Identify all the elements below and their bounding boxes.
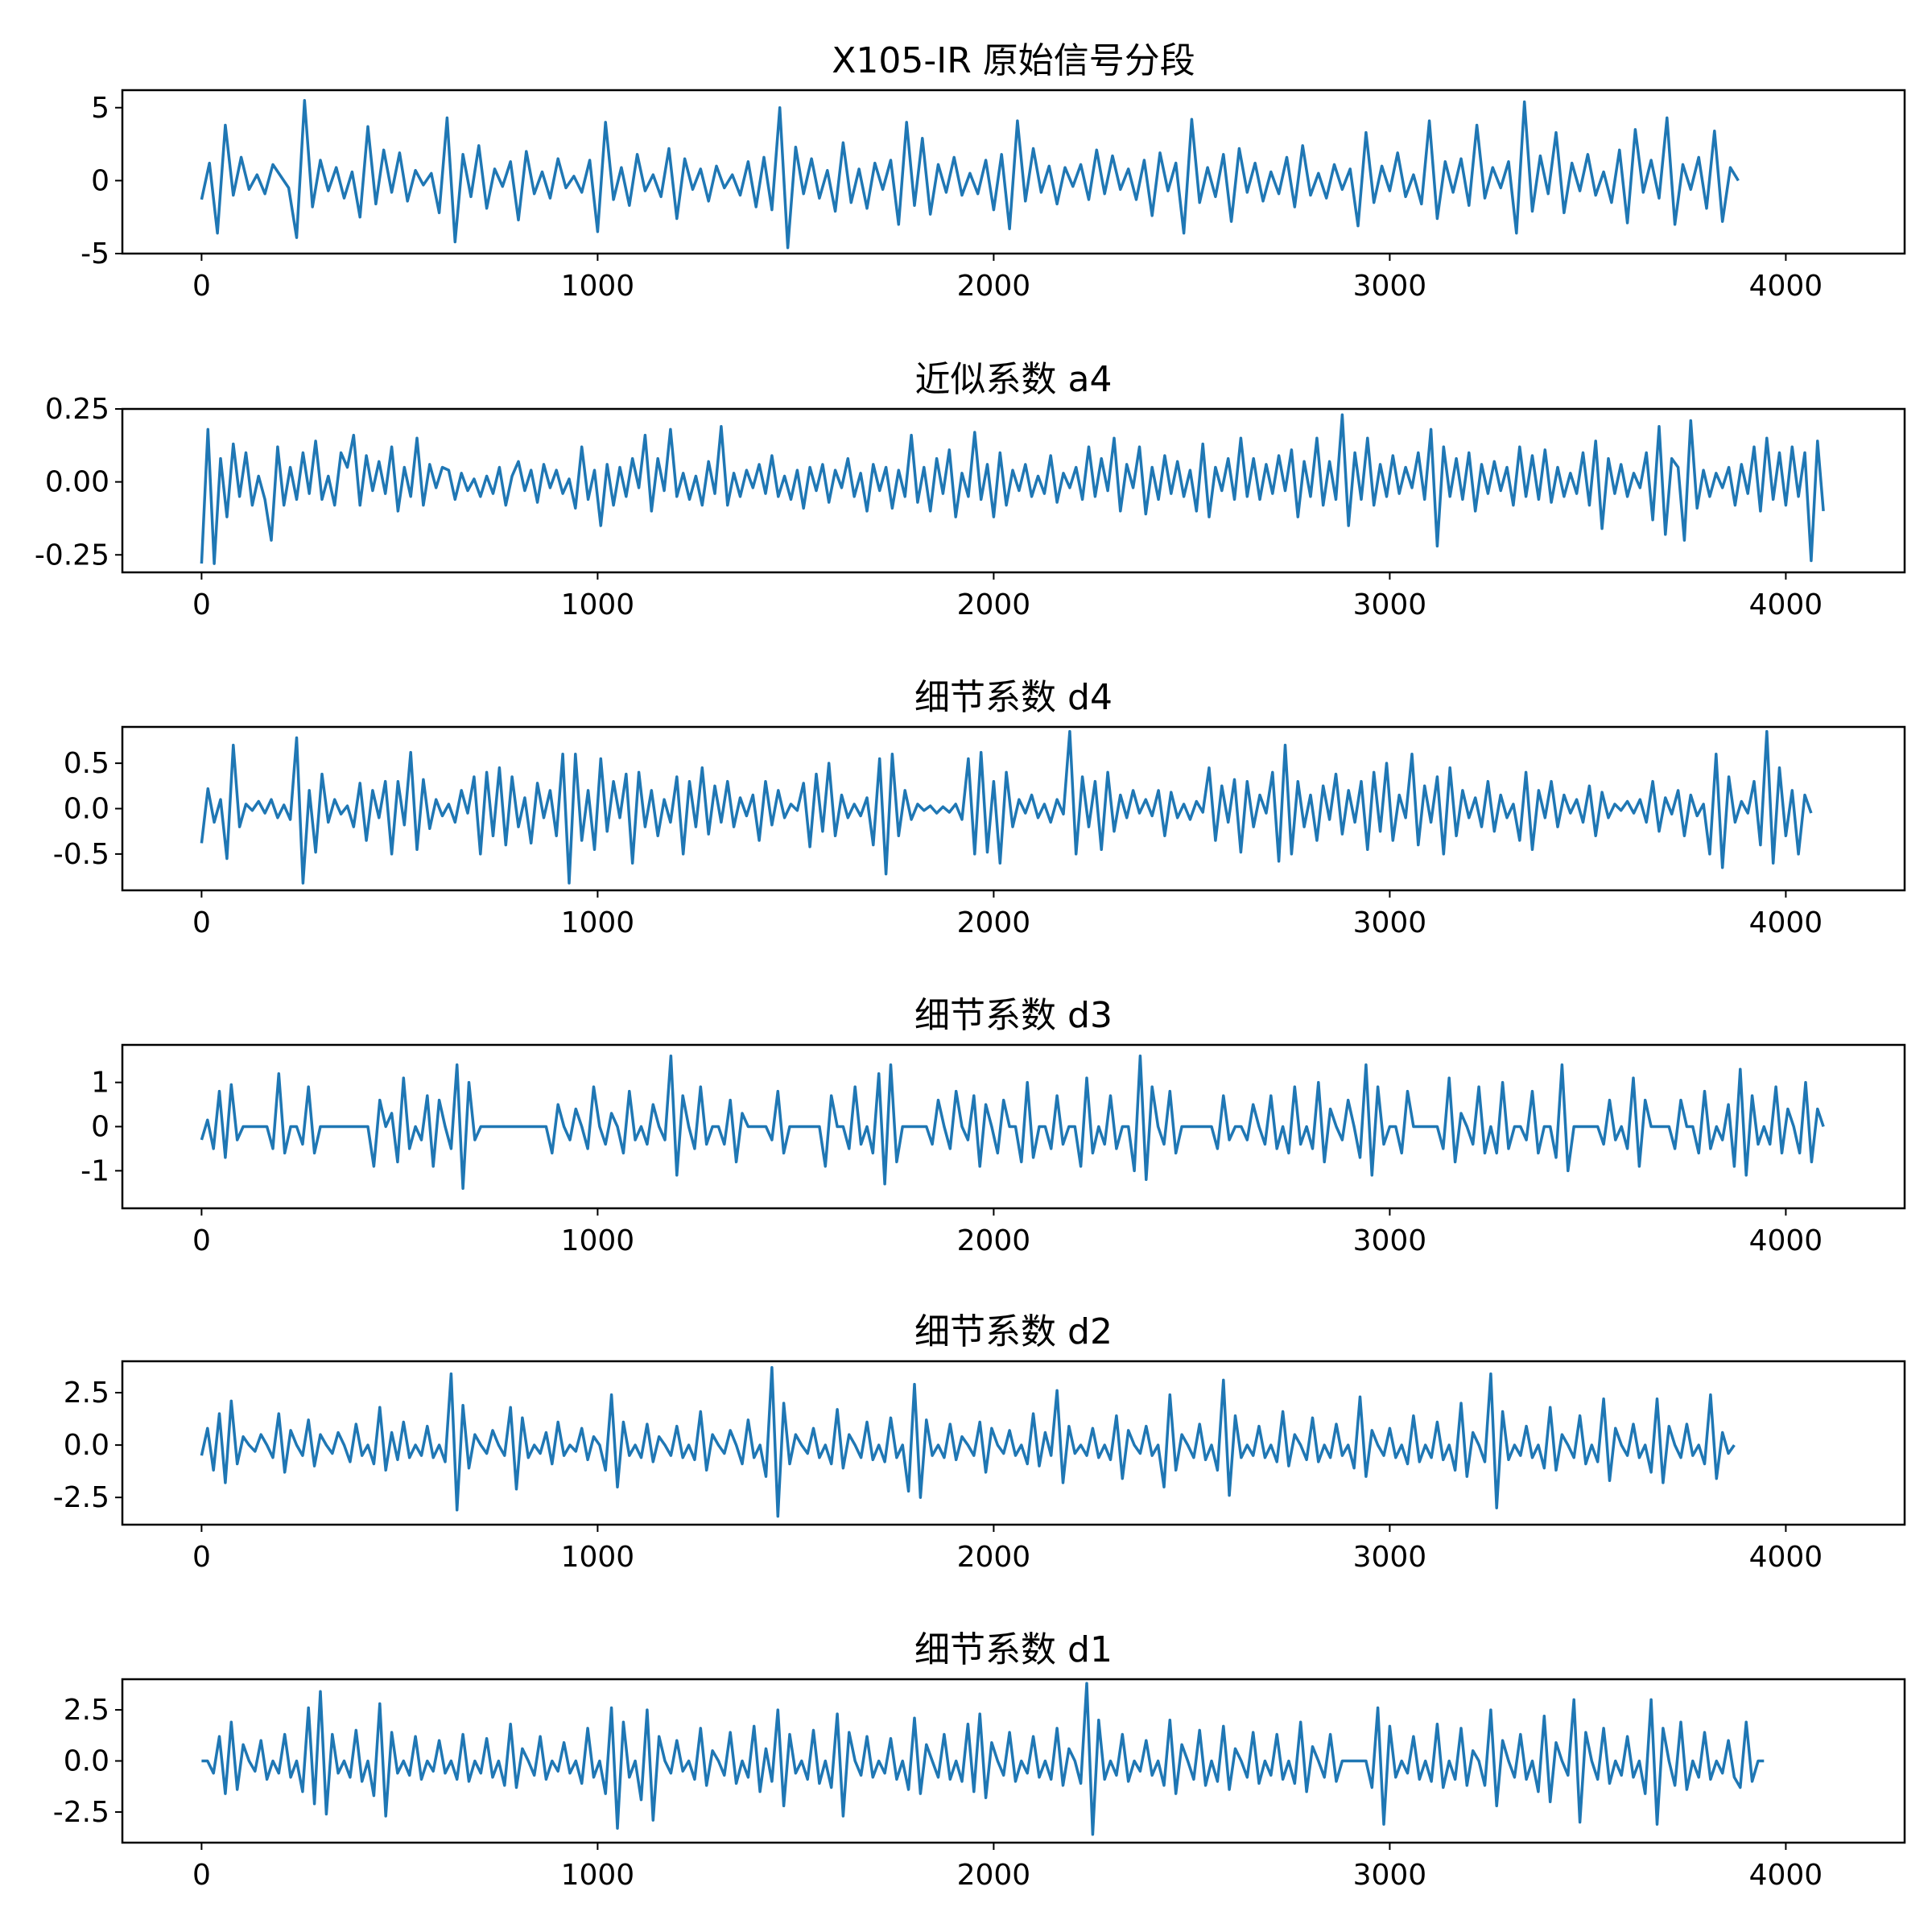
subplot-1: X105-IR 原始信号分段 0 1000 2000 3000 4000 5 0 -5 — [80, 40, 1906, 303]
x-tick-label: 2000 — [957, 1859, 1031, 1892]
x-tick-label: 0 — [192, 1541, 211, 1574]
subplot-4: 细节系数 d3 0 1000 2000 3000 4000 1 0 -1 — [80, 995, 1906, 1257]
subplot-title: 细节系数 d4 — [914, 677, 1113, 718]
plot-frame — [121, 1360, 1906, 1526]
y-tick-label: 1 — [91, 1067, 109, 1100]
x-tick-label: 3000 — [1353, 1541, 1427, 1574]
subplot-5: 细节系数 d2 0 1000 2000 3000 4000 2.5 0.0 -2.5 — [53, 1311, 1906, 1574]
x-tick-label: 0 — [192, 906, 211, 939]
y-tick-label: -2.5 — [53, 1796, 109, 1829]
series-line-1 — [200, 1054, 1825, 1191]
y-tick-label: -5 — [80, 237, 109, 270]
y-tick-label: 2.5 — [64, 1694, 109, 1727]
plot-frame — [121, 407, 1906, 574]
series-line-1 — [200, 98, 1740, 250]
x-tick-label: 1000 — [561, 1541, 635, 1574]
subplot-6: 细节系数 d1 0 1000 2000 3000 4000 2.5 0.0 -2.5 — [53, 1629, 1906, 1892]
series-line-1 — [200, 413, 1825, 565]
x-tick-label: 0 — [192, 1224, 211, 1257]
y-tick-label: 0.0 — [64, 793, 109, 826]
y-tick-label: -0.25 — [35, 539, 109, 572]
x-tick-label: 3000 — [1353, 588, 1427, 621]
x-tick-label: 0 — [192, 1859, 211, 1892]
x-tick-label: 4000 — [1749, 270, 1823, 303]
subplot-title: 细节系数 d3 — [914, 995, 1113, 1036]
x-tick-label: 4000 — [1749, 906, 1823, 939]
x-tick-label: 0 — [192, 588, 211, 621]
x-tick-label: 2000 — [957, 1224, 1031, 1257]
x-tick-label: 2000 — [957, 270, 1031, 303]
subplot-title: 细节系数 d1 — [914, 1629, 1113, 1670]
subplot-title: 细节系数 d2 — [914, 1311, 1113, 1352]
y-tick-label: 5 — [91, 92, 109, 125]
x-tick-label: 1000 — [561, 906, 635, 939]
x-tick-label: 4000 — [1749, 1224, 1823, 1257]
y-tick-label: -2.5 — [53, 1481, 109, 1514]
x-tick-label: 1000 — [561, 270, 635, 303]
x-tick-label: 1000 — [561, 1224, 635, 1257]
x-tick-label: 4000 — [1749, 588, 1823, 621]
series-line-1 — [201, 1682, 1765, 1836]
x-tick-label: 4000 — [1749, 1859, 1823, 1892]
subplot-title: X105-IR 原始信号分段 — [832, 40, 1195, 81]
y-tick-label: 2.5 — [64, 1377, 109, 1410]
y-tick-label: 0.00 — [45, 466, 109, 499]
subplot-3: 细节系数 d4 0 1000 2000 3000 4000 0.5 0.0 -0.5 — [53, 677, 1906, 939]
y-tick-label: 0 — [91, 164, 109, 197]
y-tick-label: 0.0 — [64, 1745, 109, 1778]
x-tick-label: 2000 — [957, 1541, 1031, 1574]
x-tick-label: 3000 — [1353, 1224, 1427, 1257]
x-tick-label: 3000 — [1353, 1859, 1427, 1892]
x-tick-label: 2000 — [957, 906, 1031, 939]
x-tick-label: 0 — [192, 270, 211, 303]
x-tick-label: 3000 — [1353, 270, 1427, 303]
y-tick-label: 0 — [91, 1111, 109, 1144]
x-tick-label: 2000 — [957, 588, 1031, 621]
x-tick-label: 3000 — [1353, 906, 1427, 939]
y-tick-label: -1 — [80, 1154, 109, 1187]
y-tick-label: -0.5 — [53, 838, 109, 871]
subplot-2: 近似系数 a4 0 1000 2000 3000 4000 0.25 0.00 -0.25 — [35, 359, 1906, 621]
x-tick-label: 4000 — [1749, 1541, 1823, 1574]
plot-frame — [121, 89, 1906, 255]
series-line-1 — [200, 729, 1813, 885]
x-tick-label: 1000 — [561, 1859, 635, 1892]
y-tick-label: 0.5 — [64, 747, 109, 780]
y-tick-label: 0.25 — [45, 393, 109, 426]
y-tick-label: 0.0 — [64, 1429, 109, 1462]
subplot-title: 近似系数 a4 — [915, 359, 1113, 400]
series-line-1 — [200, 1366, 1736, 1518]
x-tick-label: 1000 — [561, 588, 635, 621]
